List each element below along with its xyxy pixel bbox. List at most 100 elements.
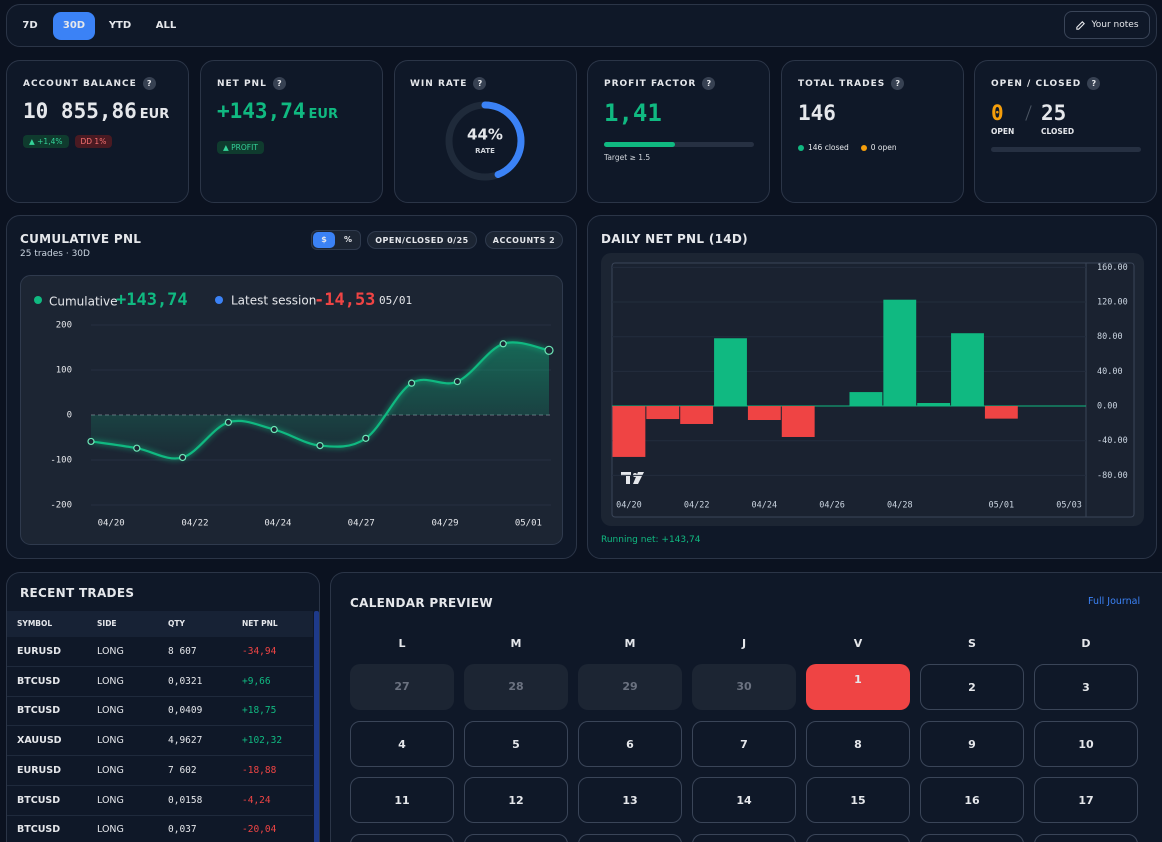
scrollbar[interactable] [314,611,319,842]
help-icon[interactable]: ? [272,77,286,90]
point [224,418,232,426]
table-cell: 7 602 [168,764,197,776]
panel-title: RECENT TRADES [20,586,135,600]
help-icon[interactable]: ? [142,77,156,90]
calendar-day[interactable] [692,833,796,842]
table-cell: BTCUSD [17,794,61,806]
range-tab[interactable]: ALL [155,20,177,31]
calendar-day[interactable]: 29 [578,664,682,710]
calendar-day[interactable]: 30 [692,664,796,710]
calendar-day[interactable]: 11 [350,777,454,823]
legend-label: Cumulative [49,295,118,309]
card-value: 1,41 [604,99,662,127]
calendar-day[interactable] [1034,833,1138,842]
calendar-day[interactable]: 14 [692,777,796,823]
closed-dot [798,144,804,151]
table-cell: 4,9627 [168,735,203,747]
legend-value: -14,53 [314,290,375,310]
table-cell: -18,88 [242,764,277,776]
x-tick-label: 04/22 [181,519,208,529]
table-row: EURUSD LONG 7 602 -18,88 [7,756,313,786]
legend-date: 05/01 [379,294,412,307]
calendar-day[interactable]: 4 [350,720,454,767]
card-value: 10 855,86 [23,99,137,123]
calendar-day[interactable] [806,833,910,842]
y-tick-label: 120.00 [1097,298,1128,308]
table-cell: BTCUSD [17,705,61,717]
calendar-day[interactable]: 9 [920,720,1024,767]
calendar-day[interactable] [920,833,1024,842]
table-cell: +9,66 [242,675,271,687]
bar [646,406,680,420]
table-row: BTCUSD LONG 0,037 -20,04 [7,815,313,842]
calendar-day[interactable]: 3 [1034,664,1138,710]
weekday: S [968,637,976,650]
bar [714,338,747,407]
x-tick-label: 04/22 [684,501,710,511]
help-icon[interactable]: ? [891,77,905,90]
y-tick-label: -40.00 [1097,436,1128,446]
weekday: M [624,637,636,650]
card-unit: EUR [308,107,338,122]
weekday: J [741,637,747,650]
calendar-day[interactable]: 8 [806,720,910,767]
running-net: Running net: +143,74 [601,535,701,545]
calendar-day[interactable]: 17 [1034,777,1138,823]
calendar-day[interactable]: 15 [806,777,910,823]
toggle-option[interactable]: $ [313,232,335,248]
table-row: BTCUSD LONG 0,0321 +9,66 [7,667,313,697]
calendar-day[interactable]: 5 [464,720,568,767]
recent-trades-panel: RECENT TRADES SYMBOL SIDE QTY NET PNL EURUSD… [6,572,320,842]
point [362,434,370,442]
weekday: V [853,637,863,650]
calendar-day[interactable]: 2 [920,664,1024,710]
table-row: EURUSD LONG 8 607 -34,94 [7,637,313,667]
help-icon[interactable]: ? [473,77,487,90]
column-header: SYMBOL [17,619,53,628]
closed-count: 146 closed [808,143,849,152]
point [179,453,187,462]
calendar-day[interactable] [578,833,682,842]
card-value: +143,74 [217,99,306,123]
calendar-day[interactable]: 28 [464,664,568,710]
bar [849,392,883,407]
filter-pill[interactable]: OPEN/CLOSED 0/25 [367,231,477,249]
table-cell: 0,0321 [168,675,203,687]
panel-title: CUMULATIVE PNL [20,232,142,246]
calendar-day[interactable]: 16 [920,777,1024,823]
calendar-day[interactable]: 6 [578,720,682,767]
calendar-day[interactable]: 13 [578,777,682,823]
range-tab[interactable]: YTD [108,20,132,31]
y-tick-label: 100 [56,366,72,376]
gauge-caption: RATE [475,147,495,155]
calendar-day[interactable]: 27 [350,664,454,710]
point [453,377,461,386]
area [91,342,549,459]
calendar-day[interactable] [350,833,454,842]
table-cell: XAUUSD [17,735,62,747]
calendar-day[interactable]: 12 [464,777,568,823]
notes-button[interactable]: Your notes [1064,11,1150,39]
range-tab[interactable]: 30D [53,12,95,40]
gauge-arc [445,101,525,181]
chart-box [20,275,563,545]
calendar-day[interactable]: 7 [692,720,796,767]
calendar-day[interactable]: 1 [806,664,910,710]
bar [951,333,984,407]
open-label: OPEN [991,127,1015,136]
calendar-day[interactable] [464,833,568,842]
table-cell: 0,037 [168,824,197,836]
help-icon[interactable]: ? [1087,77,1101,90]
filter-pill[interactable]: ACCOUNTS 2 [485,231,563,249]
closed-value: 25 [1041,101,1067,125]
card-title: OPEN / CLOSED [991,78,1082,89]
y-tick-label: 160.00 [1097,263,1128,273]
cumulative-chart: Cumulative +143,74 Latest session -14,53… [20,275,563,545]
calendar-day[interactable]: 10 [1034,720,1138,767]
journal-link[interactable]: Full Journal [1088,596,1141,607]
card-value: 146 [798,101,836,125]
help-icon[interactable]: ? [702,77,716,90]
x-tick-label: 04/27 [348,519,375,529]
toggle-option[interactable]: % [343,235,352,244]
range-tab[interactable]: 7D [22,20,38,31]
